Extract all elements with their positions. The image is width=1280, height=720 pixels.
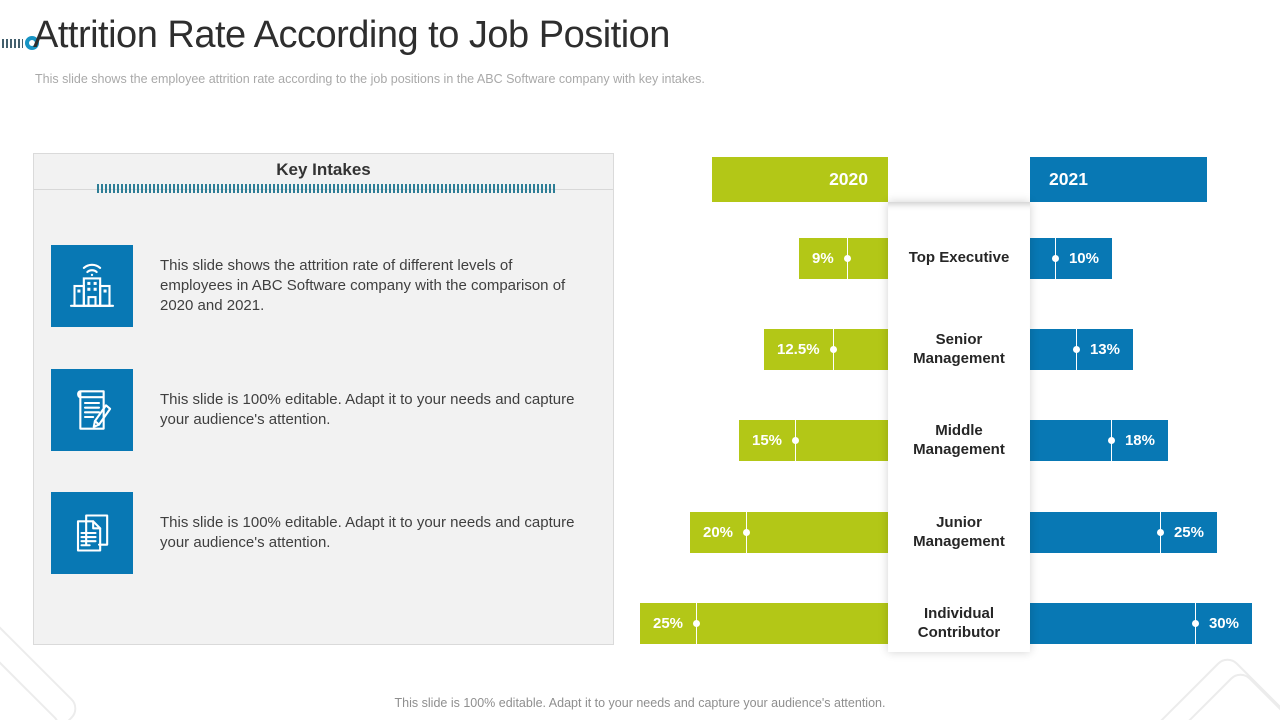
bar-2020-top-executive: 9%	[799, 238, 888, 284]
title-bullet-icon	[25, 36, 39, 50]
bar-value-label: 15%	[752, 432, 783, 449]
bar-2021-top-executive: 10%	[1030, 238, 1112, 284]
category-label-middle-management: Middle Management	[913, 422, 1005, 458]
category-label-senior-management: Senior Management	[913, 331, 1005, 367]
series-header-2021: 2021	[1030, 157, 1207, 202]
value-marker-dot	[1156, 512, 1164, 558]
page-title: Attrition Rate According to Job Position	[33, 14, 670, 56]
value-marker-dot	[1191, 603, 1199, 649]
value-marker-dot	[1051, 238, 1059, 284]
value-marker-dot	[693, 603, 701, 649]
bar-value-label: 25%	[653, 615, 684, 632]
value-marker-dot	[743, 512, 751, 558]
key-intakes-panel: Key Intakes	[33, 153, 614, 645]
bar-value-label: 10%	[1068, 250, 1099, 267]
category-label-individual-contributor: Individual Contributor	[917, 605, 1001, 641]
bar-value-label: 25%	[1173, 524, 1204, 541]
bar-value-label: 18%	[1124, 432, 1155, 449]
bar-2021-junior-management: 25%	[1030, 512, 1217, 558]
category-label-top-executive: Top Executive	[908, 249, 1010, 267]
intake-item: This slide is 100% editable. Adapt it to…	[51, 369, 587, 451]
page-subtitle: This slide shows the employee attrition …	[35, 72, 705, 86]
category-label-column: Top Executive Senior Management Middle Man…	[888, 202, 1030, 652]
bar-value-label: 12.5%	[777, 341, 820, 358]
panel-dash-underline	[97, 184, 555, 193]
series-header-2020: 2020	[712, 157, 888, 202]
stacked-documents-icon	[51, 492, 133, 574]
bar-2020-senior-management: 12.5%	[764, 329, 888, 375]
bar-2020-middle-management: 15%	[739, 420, 888, 466]
value-marker-dot	[829, 329, 837, 375]
value-marker-dot	[1107, 420, 1115, 466]
value-marker-dot	[843, 238, 851, 284]
intake-item: This slide shows the attrition rate of d…	[51, 245, 587, 327]
bar-2021-individual-contributor: 30%	[1030, 603, 1252, 649]
bar-value-label: 13%	[1089, 341, 1120, 358]
office-building-icon	[51, 245, 133, 327]
value-marker-dot	[1072, 329, 1080, 375]
category-label-junior-management: Junior Management	[913, 514, 1005, 550]
document-pencil-icon	[51, 369, 133, 451]
bar-value-label: 20%	[703, 524, 734, 541]
bar-value-label: 9%	[812, 250, 834, 267]
bar-value-label: 30%	[1208, 615, 1239, 632]
bar-2020-junior-management: 20%	[690, 512, 888, 558]
intake-text: This slide is 100% editable. Adapt it to…	[160, 514, 575, 551]
bar-2021-middle-management: 18%	[1030, 420, 1168, 466]
bar-2021-senior-management: 13%	[1030, 329, 1133, 375]
intake-item: This slide is 100% editable. Adapt it to…	[51, 492, 587, 574]
intake-text: This slide is 100% editable. Adapt it to…	[160, 391, 575, 428]
title-dash-decoration	[2, 39, 23, 48]
slide-footer-note: This slide is 100% editable. Adapt it to…	[394, 696, 886, 710]
key-intakes-title: Key Intakes	[276, 160, 371, 179]
bar-2020-individual-contributor: 25%	[640, 603, 888, 649]
value-marker-dot	[792, 420, 800, 466]
intake-text: This slide shows the attrition rate of d…	[160, 257, 566, 314]
